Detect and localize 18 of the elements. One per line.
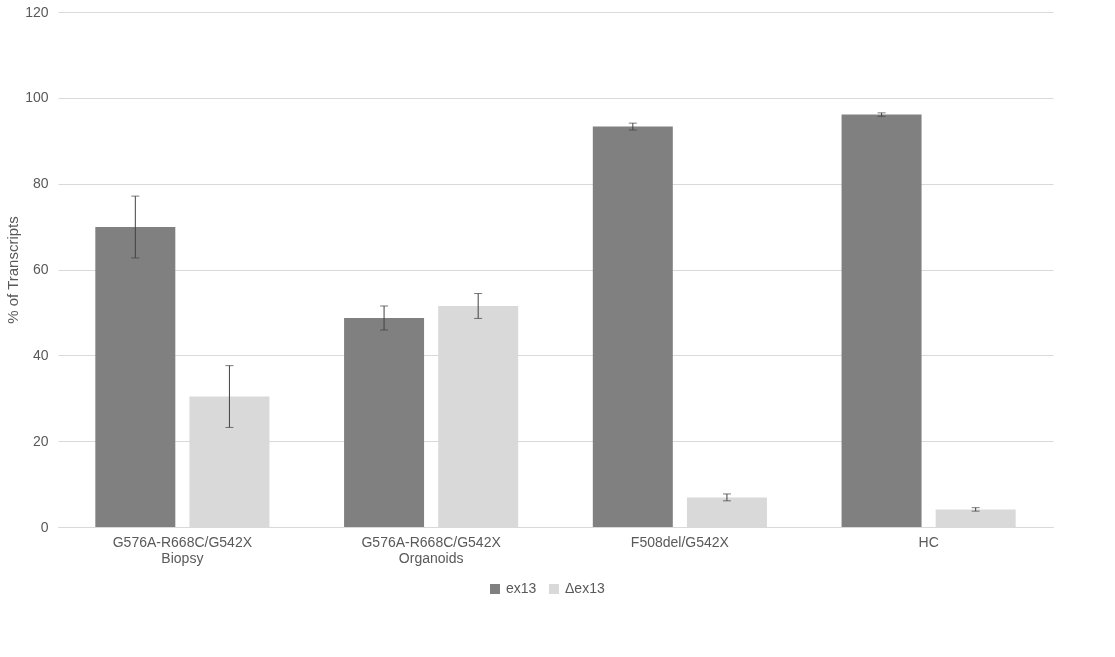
- x-tick-label: G576A-R668C/G542X Biopsy: [112, 533, 253, 566]
- y-tick-label: 60: [32, 261, 49, 277]
- y-axis-title: % of Transcripts: [4, 216, 22, 324]
- legend-label: Δex13: [565, 580, 605, 596]
- y-tick-label: 40: [32, 346, 49, 363]
- bar: [592, 126, 673, 527]
- legend-label: ex13: [506, 580, 537, 596]
- y-tick-label: 120: [25, 3, 49, 20]
- x-tick-label: G576A-R668C/G542X Organoids: [361, 533, 502, 566]
- bar: [344, 318, 425, 527]
- bar: [841, 114, 922, 527]
- y-tick-label: 100: [25, 89, 49, 106]
- y-tick-label: 20: [32, 432, 49, 449]
- y-tick-label: 80: [32, 175, 49, 192]
- x-tick-label: HC: [918, 533, 939, 550]
- x-tick-label: F508del/G542X: [630, 533, 730, 550]
- y-tick-label: 0: [40, 518, 49, 535]
- bar: [95, 227, 176, 527]
